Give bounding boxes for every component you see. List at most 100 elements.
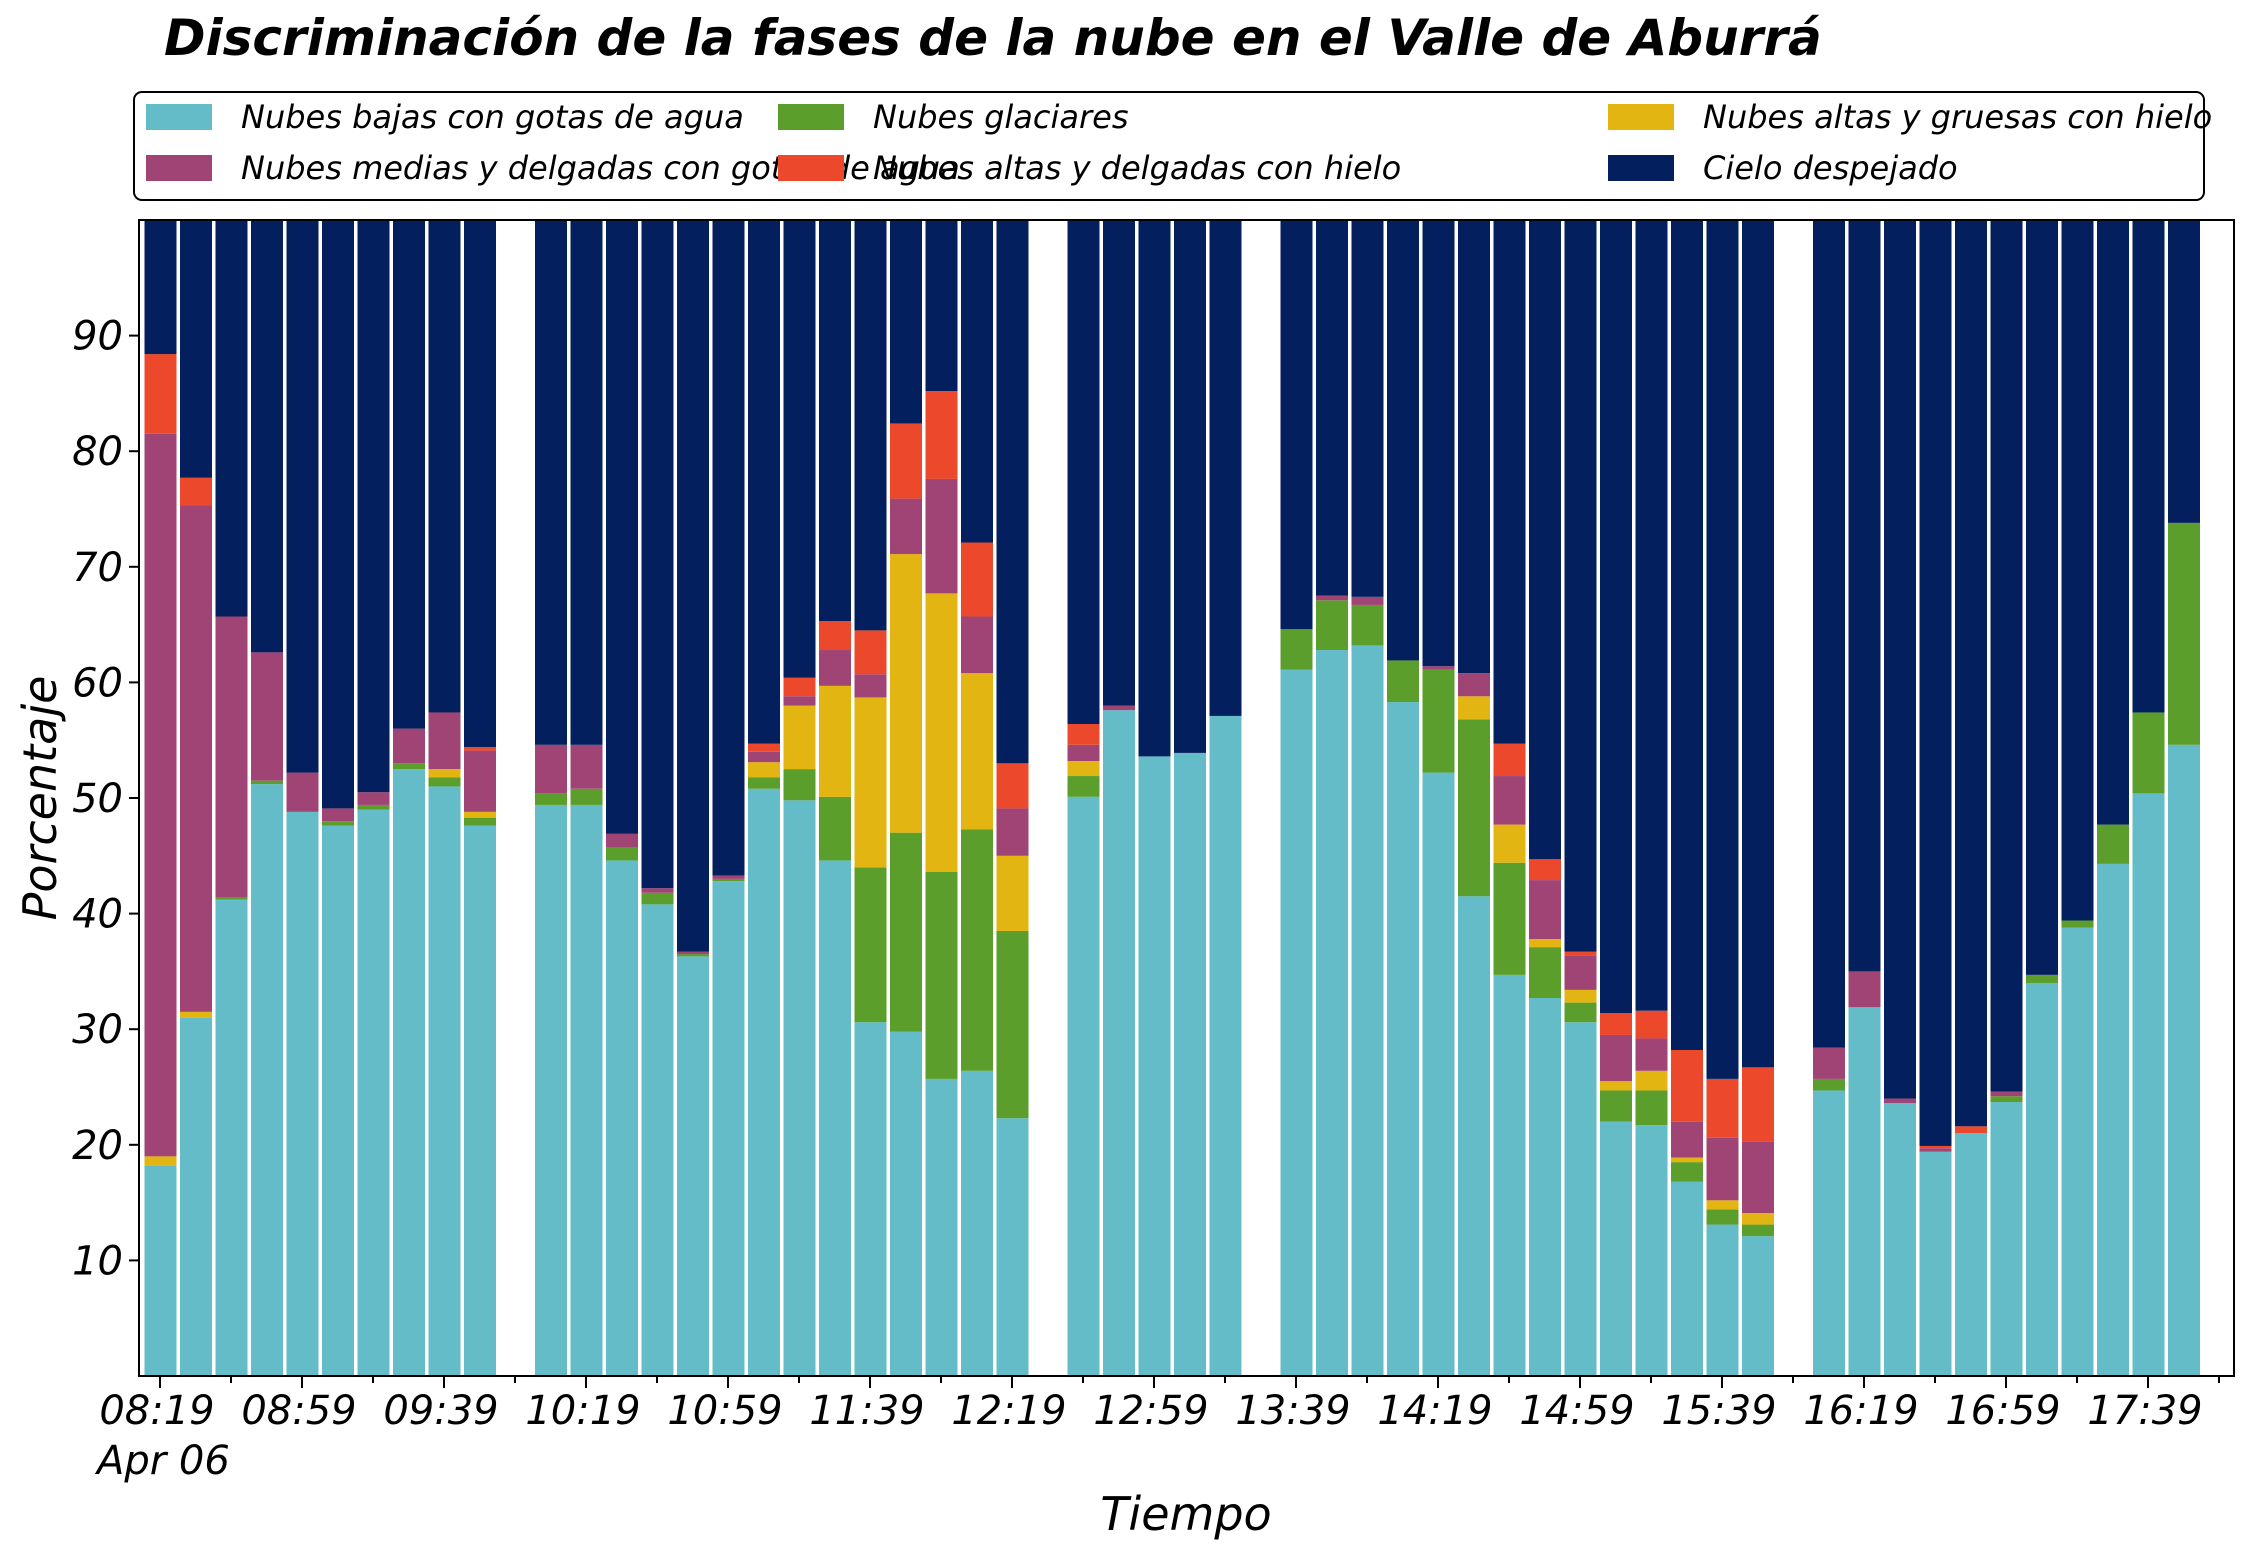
bar-segment — [1990, 1096, 2023, 1103]
bar-segment — [1564, 1022, 1597, 1376]
legend-frame — [133, 91, 2205, 201]
bar-segment — [144, 354, 177, 434]
bar-segment — [1706, 220, 1739, 1079]
x-tick-label: 17:39 — [2087, 1388, 2202, 1434]
bar-segment — [1067, 776, 1100, 797]
bar-segment — [1955, 1133, 1987, 1376]
bar-segment — [1671, 1181, 1703, 1376]
y-tick-label: 60 — [72, 660, 123, 706]
bar-segment — [748, 220, 780, 744]
legend-swatch — [778, 104, 844, 130]
y-tick-label: 80 — [72, 429, 123, 475]
y-tick-label: 70 — [72, 545, 123, 591]
bar-segment — [2132, 712, 2165, 794]
bar-segment — [570, 220, 603, 745]
bar-segment — [1422, 220, 1455, 667]
bar-segment — [1955, 220, 1987, 1127]
x-tick-label: 12:19 — [951, 1388, 1066, 1434]
bar-segment — [180, 505, 212, 1012]
chart-title: Discriminación de la fases de la nube en… — [164, 9, 1822, 67]
bar-segment — [1635, 1090, 1668, 1126]
bar-segment — [2097, 863, 2129, 1376]
bar-segment — [464, 220, 496, 748]
bar-segment — [1919, 1148, 1952, 1152]
legend-swatch — [778, 155, 844, 181]
bar-segment — [1635, 220, 1668, 1011]
bar-segment — [1848, 220, 1881, 972]
bar-segment — [2026, 974, 2058, 983]
x-tick-label: 10:19 — [525, 1388, 640, 1434]
bar-segment — [641, 892, 674, 905]
bar-segment — [215, 616, 248, 898]
bar-segment — [712, 881, 745, 1376]
legend-label: Cielo despejado — [1703, 149, 1958, 187]
x-tick-label: 14:19 — [1377, 1388, 1492, 1434]
bar-segment — [819, 220, 851, 622]
bar-segment — [464, 747, 496, 751]
bar-segment — [1529, 220, 1561, 860]
bar-segment — [428, 769, 461, 778]
bar-segment — [925, 391, 958, 479]
bar-segment — [1493, 743, 1526, 777]
bar-segment — [819, 796, 851, 861]
bar-segment — [464, 825, 496, 1376]
bar-segment — [1919, 1145, 1952, 1149]
bar-segment — [2132, 220, 2165, 713]
bar-segment — [925, 593, 958, 872]
bar-segment — [712, 878, 745, 882]
bar-segment — [357, 220, 390, 793]
bar-segment — [890, 554, 922, 833]
bar-segment — [2168, 220, 2200, 523]
bar-segment — [748, 762, 780, 778]
y-tick-label: 10 — [72, 1238, 123, 1284]
bar-segment — [393, 763, 425, 770]
bar-segment — [783, 220, 816, 678]
bar-segment — [180, 220, 212, 478]
bar-segment — [1493, 974, 1526, 1376]
bar-segment — [783, 769, 816, 801]
bar-segment — [1316, 600, 1348, 651]
bar-segment — [1635, 1070, 1668, 1091]
x-tick-label: 16:59 — [1945, 1388, 2060, 1434]
bar-segment — [925, 1078, 958, 1376]
x-tick-label: 11:39 — [809, 1388, 924, 1434]
y-tick-label: 40 — [72, 892, 123, 938]
bar-segment — [677, 954, 709, 957]
bar-segment — [996, 808, 1029, 856]
bar-segment — [2168, 744, 2200, 1376]
bar-segment — [1919, 220, 1952, 1146]
bar-segment — [1706, 1137, 1739, 1201]
bar-segment — [1564, 989, 1597, 1003]
bar-segment — [996, 1118, 1029, 1376]
bar-segment — [428, 777, 461, 787]
bar-segment — [606, 847, 638, 861]
bar-segment — [357, 792, 390, 805]
bar-segment — [712, 220, 745, 876]
bar-segment — [1174, 752, 1206, 1376]
bar-segment — [1671, 1162, 1703, 1182]
bar-segment — [1067, 796, 1100, 1376]
bar-segment — [1138, 756, 1171, 1376]
bar-segment — [1848, 1007, 1881, 1376]
bar-segment — [854, 674, 887, 698]
y-tick-label: 30 — [72, 1007, 123, 1053]
bar-segment — [996, 930, 1029, 1119]
bar-segment — [1635, 1010, 1668, 1039]
bar-segment — [1564, 220, 1597, 952]
bar-segment — [1387, 220, 1419, 661]
bar-segment — [1103, 710, 1135, 1376]
bar-segment — [1671, 220, 1703, 1051]
bar-segment — [748, 743, 780, 752]
bar-segment — [393, 220, 425, 729]
bar-segment — [641, 904, 674, 1376]
bar-segment — [180, 1017, 212, 1376]
bar-segment — [2132, 793, 2165, 1376]
bar-segment — [144, 1165, 177, 1376]
bar-segment — [961, 829, 993, 1071]
bar-segment — [961, 1070, 993, 1376]
bar-segment — [2097, 220, 2129, 825]
bar-segment — [1280, 669, 1313, 1376]
bar-segment — [322, 821, 354, 826]
bar-segment — [1600, 1081, 1632, 1091]
bar-segment — [1067, 220, 1100, 725]
